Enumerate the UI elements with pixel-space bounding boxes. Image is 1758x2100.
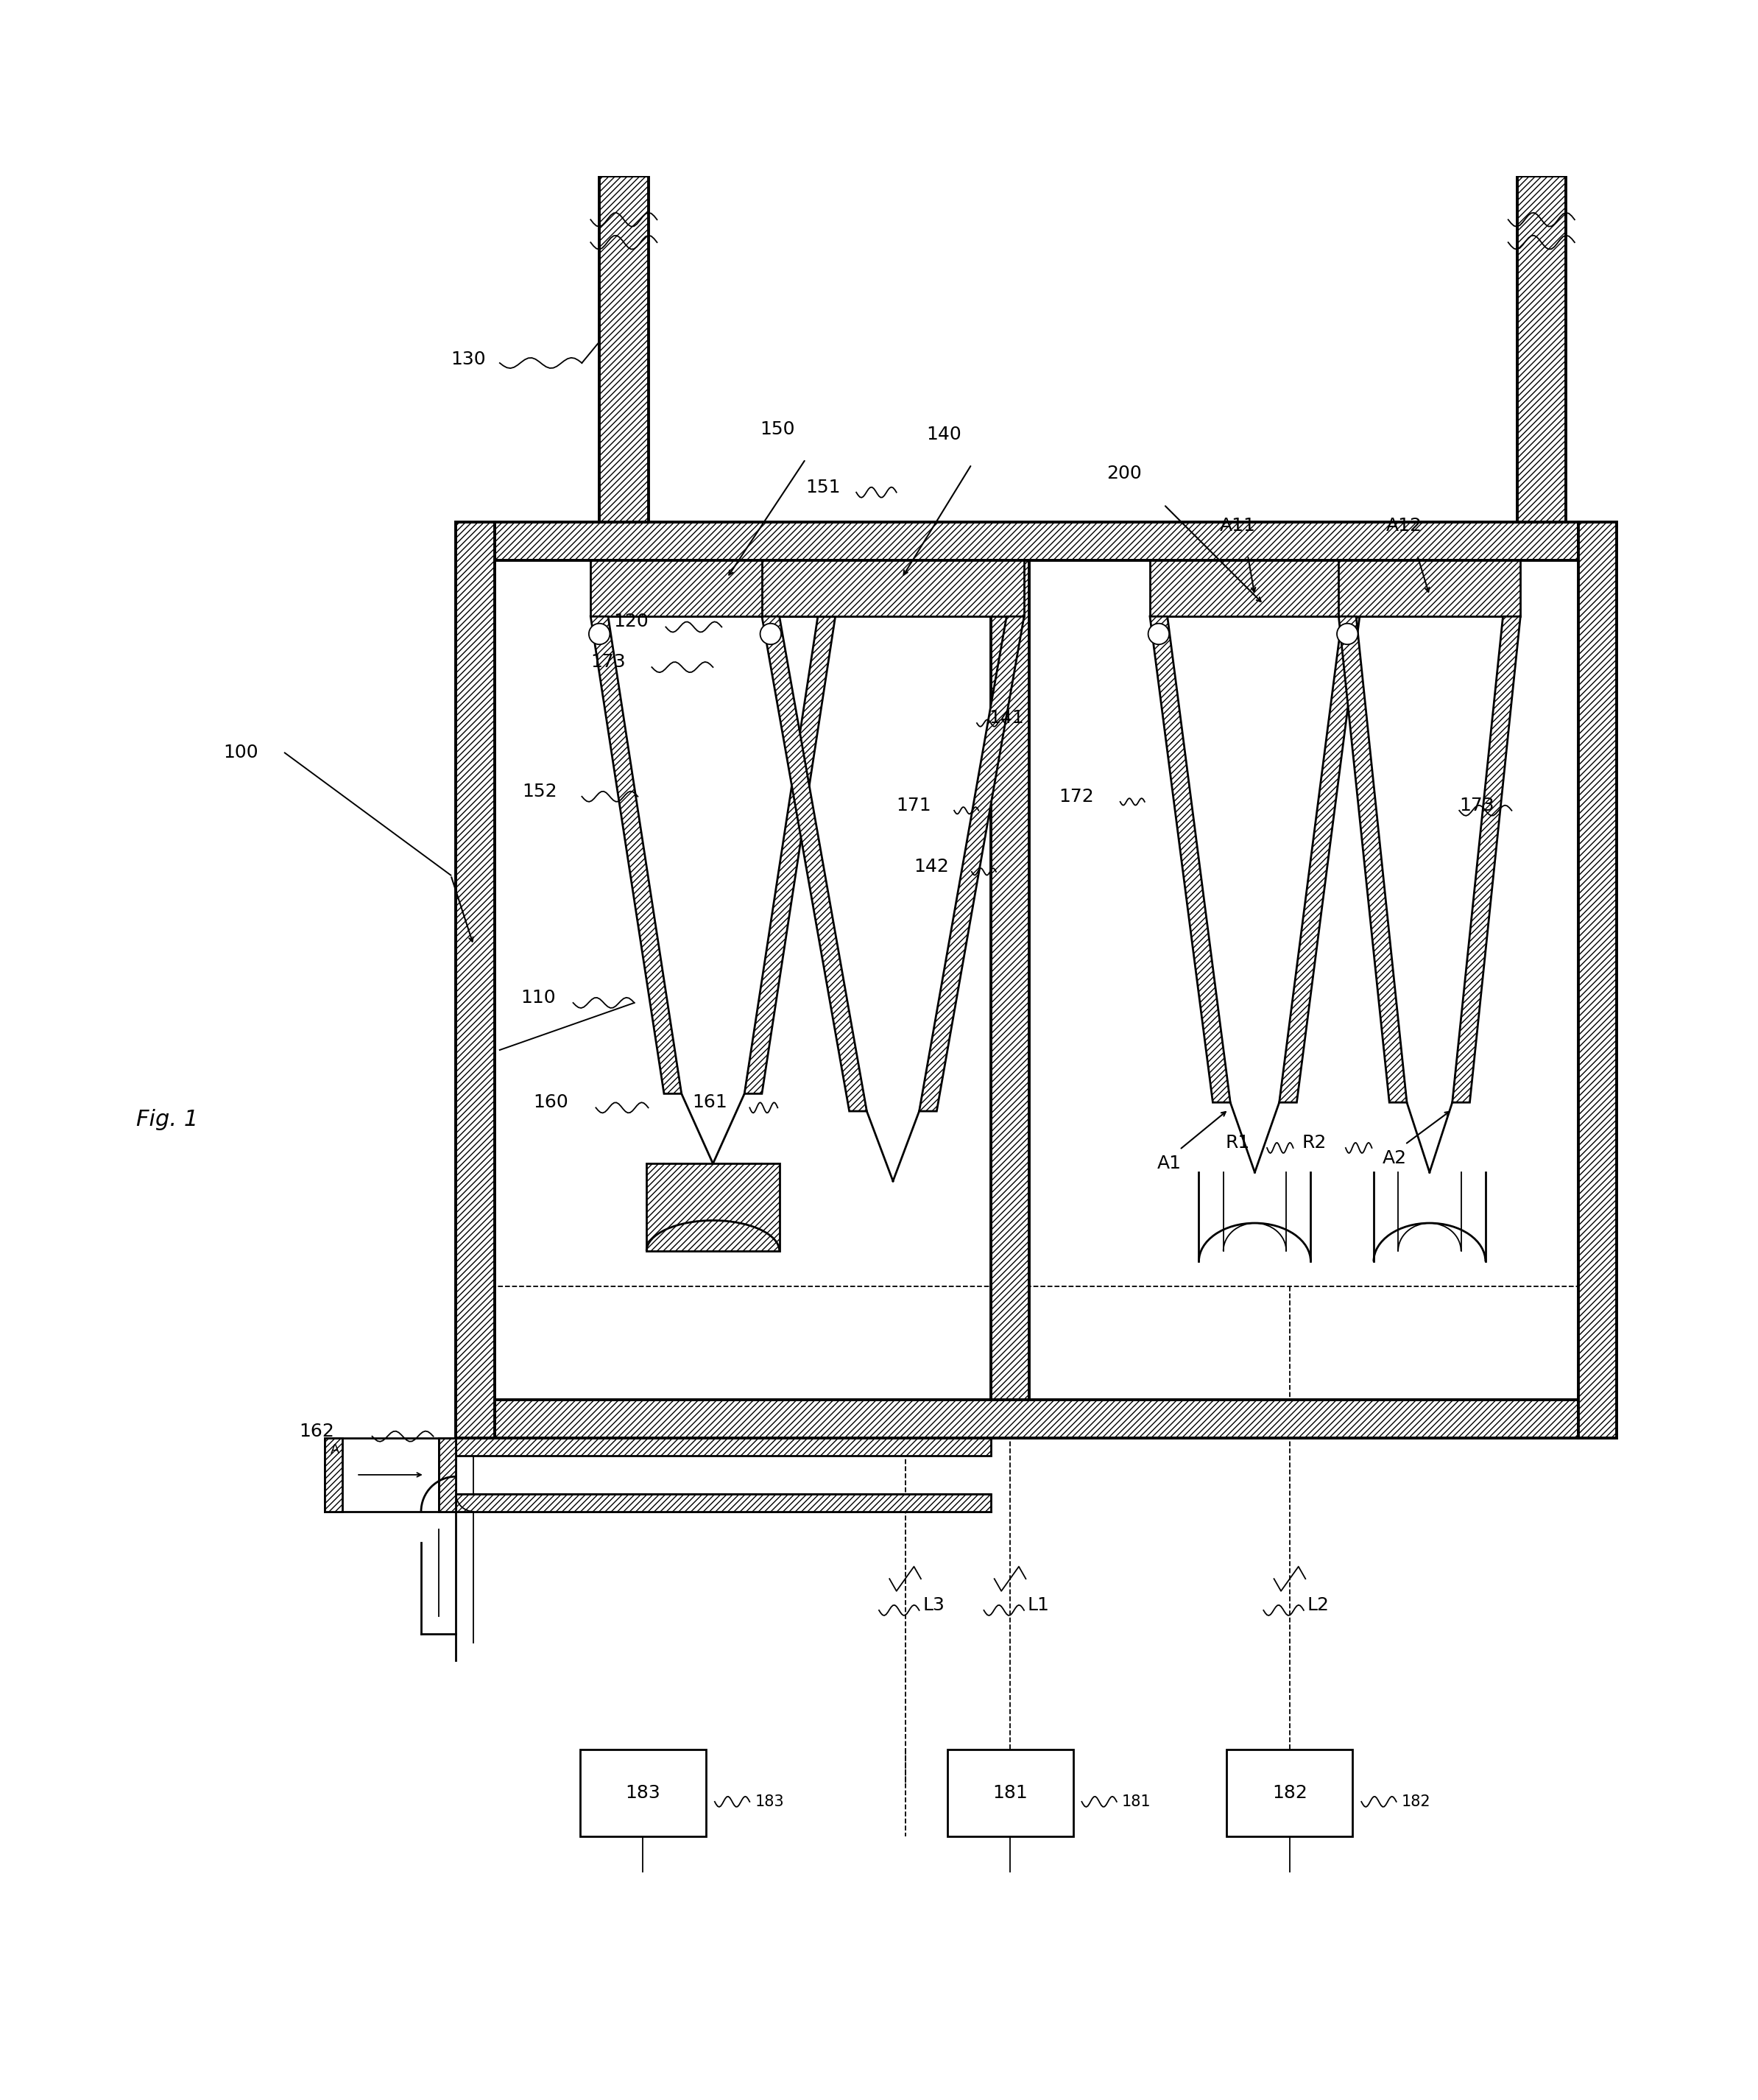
Polygon shape (919, 617, 1025, 1111)
Text: 160: 160 (533, 1094, 568, 1111)
Polygon shape (744, 617, 835, 1094)
Text: 120: 120 (614, 613, 649, 630)
Bar (438, 1438, 455, 1512)
Text: L1: L1 (1028, 1596, 1050, 1615)
Polygon shape (1150, 617, 1231, 1103)
Circle shape (589, 624, 610, 645)
Text: 162: 162 (299, 1422, 334, 1441)
Circle shape (759, 624, 781, 645)
Bar (591, 561, 835, 617)
Text: 150: 150 (759, 420, 795, 439)
Bar (494, 523, 1579, 561)
Text: 173: 173 (1459, 796, 1494, 815)
Bar (761, 561, 1025, 617)
Text: 182: 182 (1273, 1785, 1308, 1802)
Text: 100: 100 (223, 743, 258, 762)
Bar (455, 523, 494, 1439)
Bar (1517, 176, 1566, 523)
Text: 130: 130 (450, 351, 485, 368)
Text: 183: 183 (626, 1785, 661, 1802)
Bar (1227, 1749, 1352, 1838)
Text: 140: 140 (926, 426, 962, 443)
Polygon shape (1452, 617, 1521, 1103)
Text: 161: 161 (693, 1094, 728, 1111)
Text: 141: 141 (990, 710, 1025, 727)
Polygon shape (1280, 617, 1359, 1103)
Text: 110: 110 (520, 989, 556, 1006)
Circle shape (1336, 624, 1357, 645)
Bar (992, 561, 1028, 1399)
Text: R2: R2 (1303, 1134, 1327, 1151)
Text: 172: 172 (1058, 788, 1093, 806)
Bar (599, 176, 649, 523)
Text: A12: A12 (1385, 517, 1422, 533)
Bar (580, 1749, 707, 1838)
Bar (325, 1438, 343, 1512)
Text: 183: 183 (754, 1793, 784, 1808)
Text: 171: 171 (897, 796, 932, 815)
Bar (647, 1163, 779, 1252)
Text: R1: R1 (1225, 1134, 1250, 1151)
Text: 152: 152 (522, 783, 557, 800)
Bar (494, 1399, 1579, 1438)
Text: A: A (331, 1443, 339, 1457)
Text: A11: A11 (1220, 517, 1255, 533)
Text: L2: L2 (1308, 1596, 1329, 1615)
Text: Fig. 1: Fig. 1 (135, 1109, 199, 1130)
Bar (1338, 561, 1521, 617)
Text: 200: 200 (1106, 464, 1141, 483)
Text: A1: A1 (1157, 1155, 1181, 1172)
Bar (948, 1749, 1072, 1838)
Text: A2: A2 (1382, 1149, 1406, 1168)
Polygon shape (591, 617, 682, 1094)
Text: 181: 181 (1122, 1793, 1151, 1808)
Polygon shape (761, 617, 867, 1111)
Text: L3: L3 (923, 1596, 944, 1615)
Circle shape (1148, 624, 1169, 645)
Bar (1150, 561, 1359, 617)
Text: 142: 142 (914, 857, 949, 876)
Bar (455, 1438, 992, 1455)
Bar (455, 1493, 992, 1512)
Bar (1579, 523, 1617, 1439)
Polygon shape (1338, 617, 1406, 1103)
Text: 151: 151 (805, 479, 840, 496)
Text: 173: 173 (591, 653, 626, 670)
Text: 181: 181 (993, 1785, 1028, 1802)
Text: 182: 182 (1401, 1793, 1431, 1808)
